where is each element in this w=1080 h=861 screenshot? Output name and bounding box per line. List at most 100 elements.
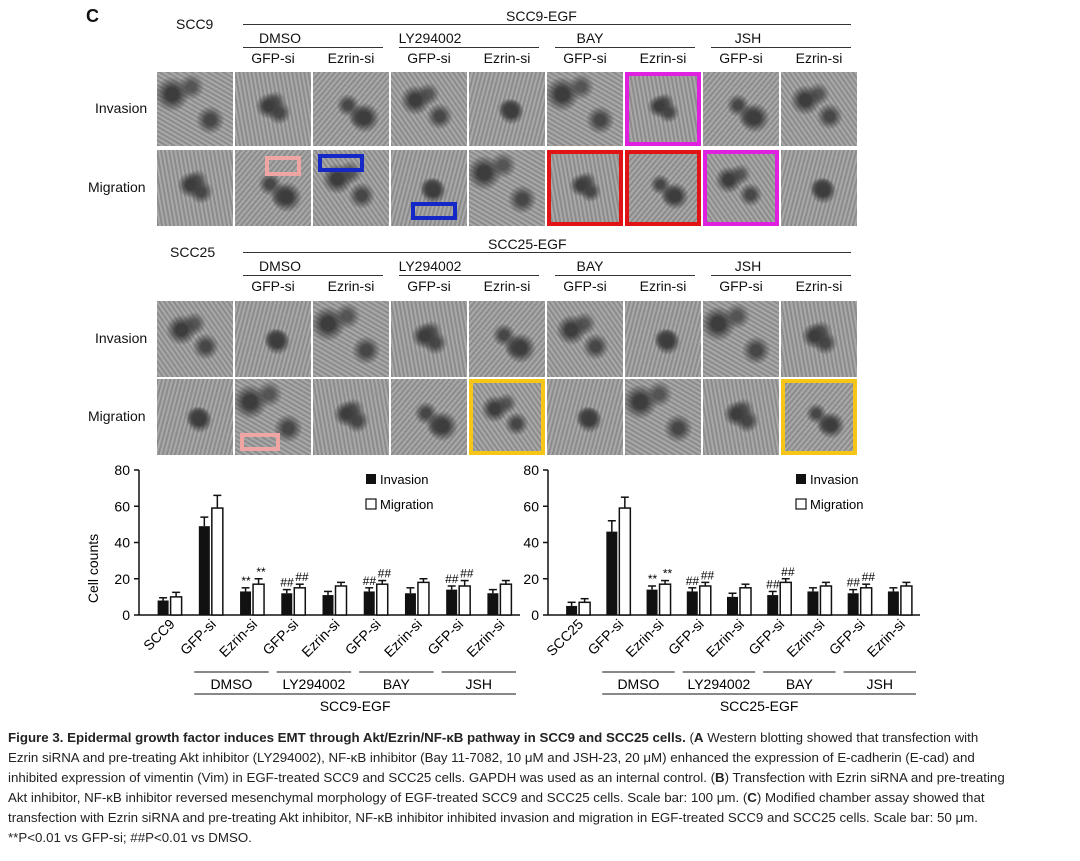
x-tick-label: GFP-si	[745, 616, 787, 658]
legend-swatch-invasion	[366, 474, 376, 484]
micrograph-tile	[547, 379, 623, 455]
caption-c-letter: C	[747, 790, 757, 805]
bar-migration	[859, 587, 873, 616]
legend-label: Invasion	[810, 472, 858, 487]
inset-box	[318, 154, 364, 172]
treatment-label: JSH	[734, 258, 762, 274]
figure-caption: Figure 3. Epidermal growth factor induce…	[8, 730, 1005, 845]
micrograph-tile	[391, 379, 467, 455]
micrograph-tile	[547, 72, 623, 146]
x-tick-label: Ezrin-si	[463, 616, 507, 660]
row-label: Migration	[88, 408, 146, 424]
micrograph-tile	[781, 379, 857, 455]
group-rule	[243, 24, 851, 25]
micrograph-tile	[703, 379, 779, 455]
group-label: SCC25-EGF	[488, 236, 567, 252]
sirna-label: GFP-si	[719, 278, 763, 294]
treatment-rule	[243, 47, 383, 48]
x-tick-label: GFP-si	[259, 616, 301, 658]
legend-swatch-invasion	[796, 474, 806, 484]
significance-mark: ##	[295, 570, 309, 584]
bar-migration	[417, 581, 430, 616]
y-tick-label: 20	[114, 571, 130, 587]
significance-mark: ##	[701, 568, 715, 582]
micrograph-tile	[313, 301, 389, 377]
group-label: DMSO	[210, 676, 252, 692]
micrograph-tile	[469, 301, 545, 377]
legend-label: Migration	[380, 497, 433, 512]
sirna-label: Ezrin-si	[483, 278, 531, 294]
y-tick-label: 40	[523, 535, 539, 551]
treatment-label: DMSO	[259, 258, 301, 274]
bar-invasion	[566, 605, 578, 615]
micrograph-tile	[313, 72, 389, 146]
y-tick-label: 60	[523, 498, 539, 514]
treatment-rule	[555, 275, 695, 276]
sirna-label: GFP-si	[407, 278, 451, 294]
group-label: BAY	[383, 676, 411, 692]
group-label: LY294002	[282, 676, 345, 692]
significance-mark: **	[256, 565, 266, 579]
micrograph-tile	[313, 150, 389, 226]
bar-migration	[819, 585, 833, 616]
x-tick-label: GFP-si	[177, 616, 219, 658]
micrograph-tile	[235, 72, 311, 146]
micrograph-tile	[469, 379, 545, 455]
caption-a-letter: A	[693, 730, 704, 745]
significance-mark: **	[241, 574, 251, 588]
micrograph-tile	[391, 301, 467, 377]
x-tick-label: Ezrin-si	[864, 616, 908, 660]
micrograph-tile	[157, 301, 233, 377]
group-label: JSH	[466, 676, 492, 692]
x-tick-label: Ezrin-si	[622, 616, 666, 660]
bar-invasion	[240, 591, 252, 615]
bar-invasion	[404, 593, 416, 615]
x-tick-label: GFP-si	[826, 616, 868, 658]
bar-invasion	[322, 595, 334, 615]
sirna-label: GFP-si	[251, 50, 295, 66]
bar-invasion	[646, 589, 658, 615]
cell-line-label: SCC25	[170, 244, 216, 260]
row-label: Invasion	[95, 330, 148, 346]
micrograph-tile	[625, 72, 701, 146]
bar-invasion	[157, 600, 169, 615]
micrograph-tile	[157, 72, 233, 146]
group-label: SCC9-EGF	[506, 8, 577, 24]
treatment-rule	[243, 275, 383, 276]
bar-invasion	[606, 531, 618, 615]
significance-mark: ##	[363, 574, 377, 588]
group-label: DMSO	[617, 676, 659, 692]
micrograph-tile	[391, 72, 467, 146]
y-tick-label: 80	[114, 462, 130, 478]
legend-swatch-migration	[365, 498, 377, 510]
group-label: LY294002	[687, 676, 750, 692]
y-tick-label: 60	[114, 498, 130, 514]
bar-invasion	[727, 596, 738, 615]
bar-invasion	[767, 595, 779, 615]
significance-mark: **	[662, 567, 672, 581]
bar-migration	[458, 585, 471, 616]
sirna-label: Ezrin-si	[795, 278, 843, 294]
significance-mark: **	[647, 572, 657, 586]
bar-invasion	[487, 593, 499, 615]
treatment-label: LY294002	[398, 30, 462, 46]
bar-migration	[169, 596, 183, 616]
row-label: Invasion	[95, 100, 148, 116]
group-label: BAY	[786, 676, 814, 692]
significance-mark: ##	[861, 570, 875, 584]
sirna-label: GFP-si	[407, 50, 451, 66]
significance-mark: ##	[686, 574, 700, 588]
treatment-rule	[711, 47, 851, 48]
group-rule	[243, 252, 851, 253]
bar-migration	[618, 507, 632, 616]
panel-letter: C	[86, 6, 99, 26]
x-tick-label: Ezrin-si	[216, 616, 260, 660]
bar-invasion	[847, 593, 859, 615]
bar-invasion	[281, 593, 293, 615]
sirna-label: Ezrin-si	[327, 50, 375, 66]
bar-migration	[739, 587, 752, 616]
caption-c-text: ) Modified chamber assay showed that tra…	[8, 790, 985, 845]
y-axis-label: Cell counts	[85, 534, 101, 603]
treatment-label: BAY	[576, 258, 604, 274]
